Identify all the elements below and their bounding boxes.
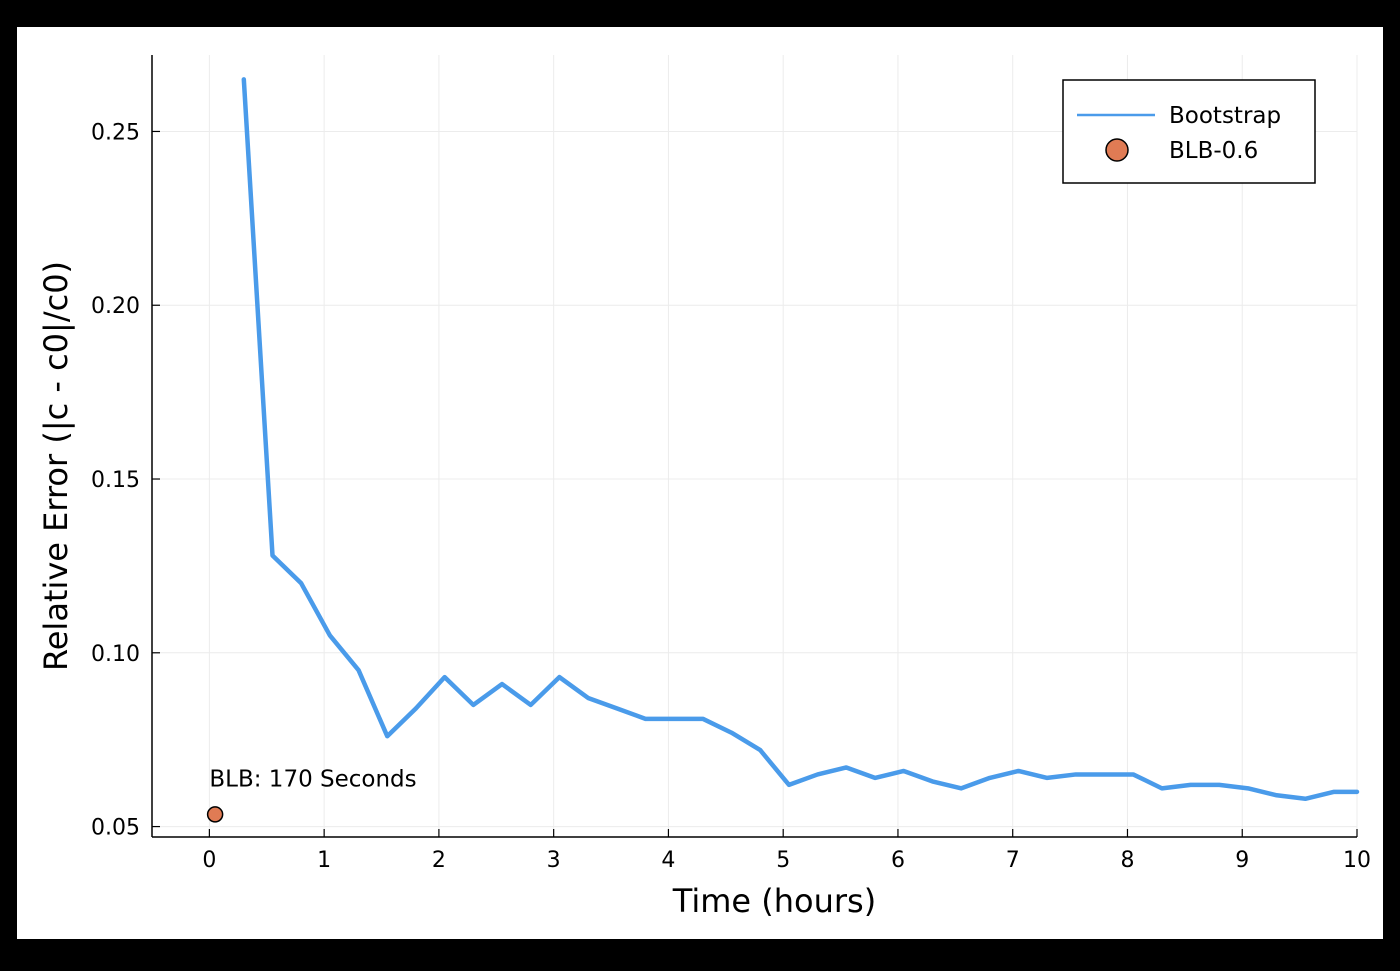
x-tick-label: 8 <box>1120 848 1134 873</box>
x-tick-label: 4 <box>661 848 675 873</box>
x-tick-label: 7 <box>1006 848 1020 873</box>
x-tick-label: 1 <box>317 848 331 873</box>
x-tick-label: 5 <box>776 848 790 873</box>
legend: Bootstrap BLB-0.6 <box>1062 79 1316 184</box>
line-chart: 0 1 2 3 4 5 6 7 8 9 10 0.05 0.10 0.15 0.20 0.25 Time (ho… <box>37 55 1371 920</box>
annotations: BLB: 170 Seconds <box>209 767 416 793</box>
x-tick-label: 3 <box>547 848 561 873</box>
series <box>206 77 1360 823</box>
annotation-label: BLB: 170 Seconds <box>209 767 416 793</box>
x-tick-label: 10 <box>1343 848 1371 873</box>
legend-box <box>1062 79 1316 184</box>
y-tick-label: 0.05 <box>91 816 140 841</box>
x-tick-label: 6 <box>891 848 905 873</box>
blb-point <box>206 806 224 823</box>
chart-figure: 0 1 2 3 4 5 6 7 8 9 10 0.05 0.10 0.15 0.20 0.25 Time (ho… <box>17 27 1383 939</box>
legend-label: BLB-0.6 <box>1169 138 1258 164</box>
y-tick-label: 0.20 <box>91 294 140 319</box>
axes: 0 1 2 3 4 5 6 7 8 9 10 0.05 0.10 0.15 0.20 0.25 Time (ho… <box>37 55 1371 920</box>
y-axis-title: Relative Error (|c - c0|/c0) <box>37 261 75 671</box>
y-tick-label: 0.25 <box>91 120 140 145</box>
x-tick-label: 9 <box>1235 848 1249 873</box>
x-tick-label: 0 <box>202 848 216 873</box>
x-tick-label: 2 <box>432 848 446 873</box>
y-tick-label: 0.15 <box>91 468 140 493</box>
grid <box>152 55 1358 837</box>
x-axis-title: Time (hours) <box>672 882 876 920</box>
y-tick-label: 0.10 <box>91 642 140 667</box>
legend-swatch-blb <box>1105 138 1129 162</box>
legend-label: Bootstrap <box>1169 103 1281 129</box>
bootstrap-line <box>241 77 1360 802</box>
